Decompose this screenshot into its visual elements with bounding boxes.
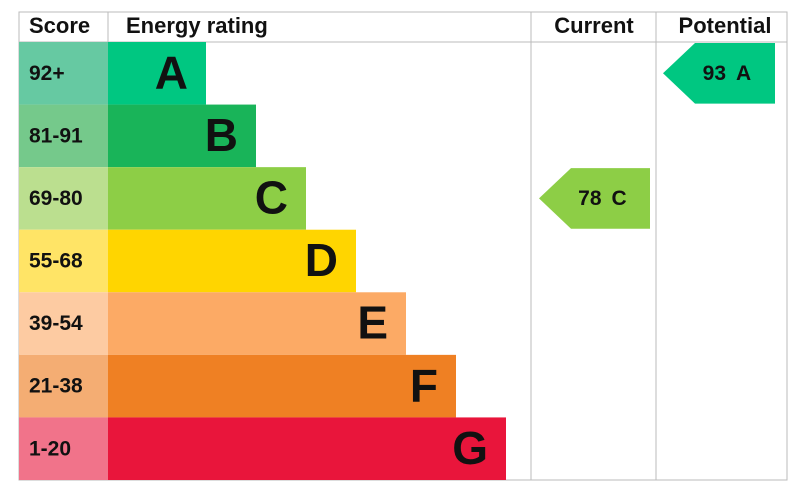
rating-letter: F (410, 359, 438, 411)
score-range: 81-91 (29, 124, 83, 147)
current-band: C (612, 187, 627, 210)
header-rating: Energy rating (126, 13, 268, 38)
potential-arrow (663, 43, 775, 104)
header-score: Score (29, 13, 90, 38)
score-cell (19, 229, 108, 293)
rating-letter: A (155, 46, 188, 98)
rating-bar (108, 417, 506, 480)
score-cell (19, 292, 108, 355)
rating-bar (108, 229, 356, 293)
potential-band: A (736, 62, 751, 85)
rating-bar (108, 354, 456, 418)
potential-value: 93 (703, 62, 726, 85)
score-range: 69-80 (29, 187, 83, 210)
rating-bar (108, 42, 206, 105)
score-cell (19, 417, 108, 480)
score-cell (19, 354, 108, 418)
rating-letter: E (357, 297, 388, 349)
score-cell (19, 104, 108, 168)
current-value: 78 (578, 187, 602, 210)
rating-letter: D (305, 234, 338, 286)
score-range: 21-38 (29, 375, 83, 398)
rating-bar (108, 292, 406, 355)
rating-letter: C (255, 172, 288, 224)
rating-bar (108, 167, 306, 230)
current-arrow (539, 168, 650, 229)
rating-letter: G (452, 422, 488, 474)
score-range: 92+ (29, 62, 65, 85)
score-range: 55-68 (29, 250, 83, 273)
score-cell (19, 167, 108, 230)
header-current: Current (554, 13, 634, 38)
score-cell (19, 42, 108, 105)
score-range: 1-20 (29, 437, 71, 460)
header-potential: Potential (679, 13, 772, 38)
rating-letter: B (205, 109, 238, 161)
score-range: 39-54 (29, 312, 83, 335)
rating-bar (108, 104, 256, 168)
